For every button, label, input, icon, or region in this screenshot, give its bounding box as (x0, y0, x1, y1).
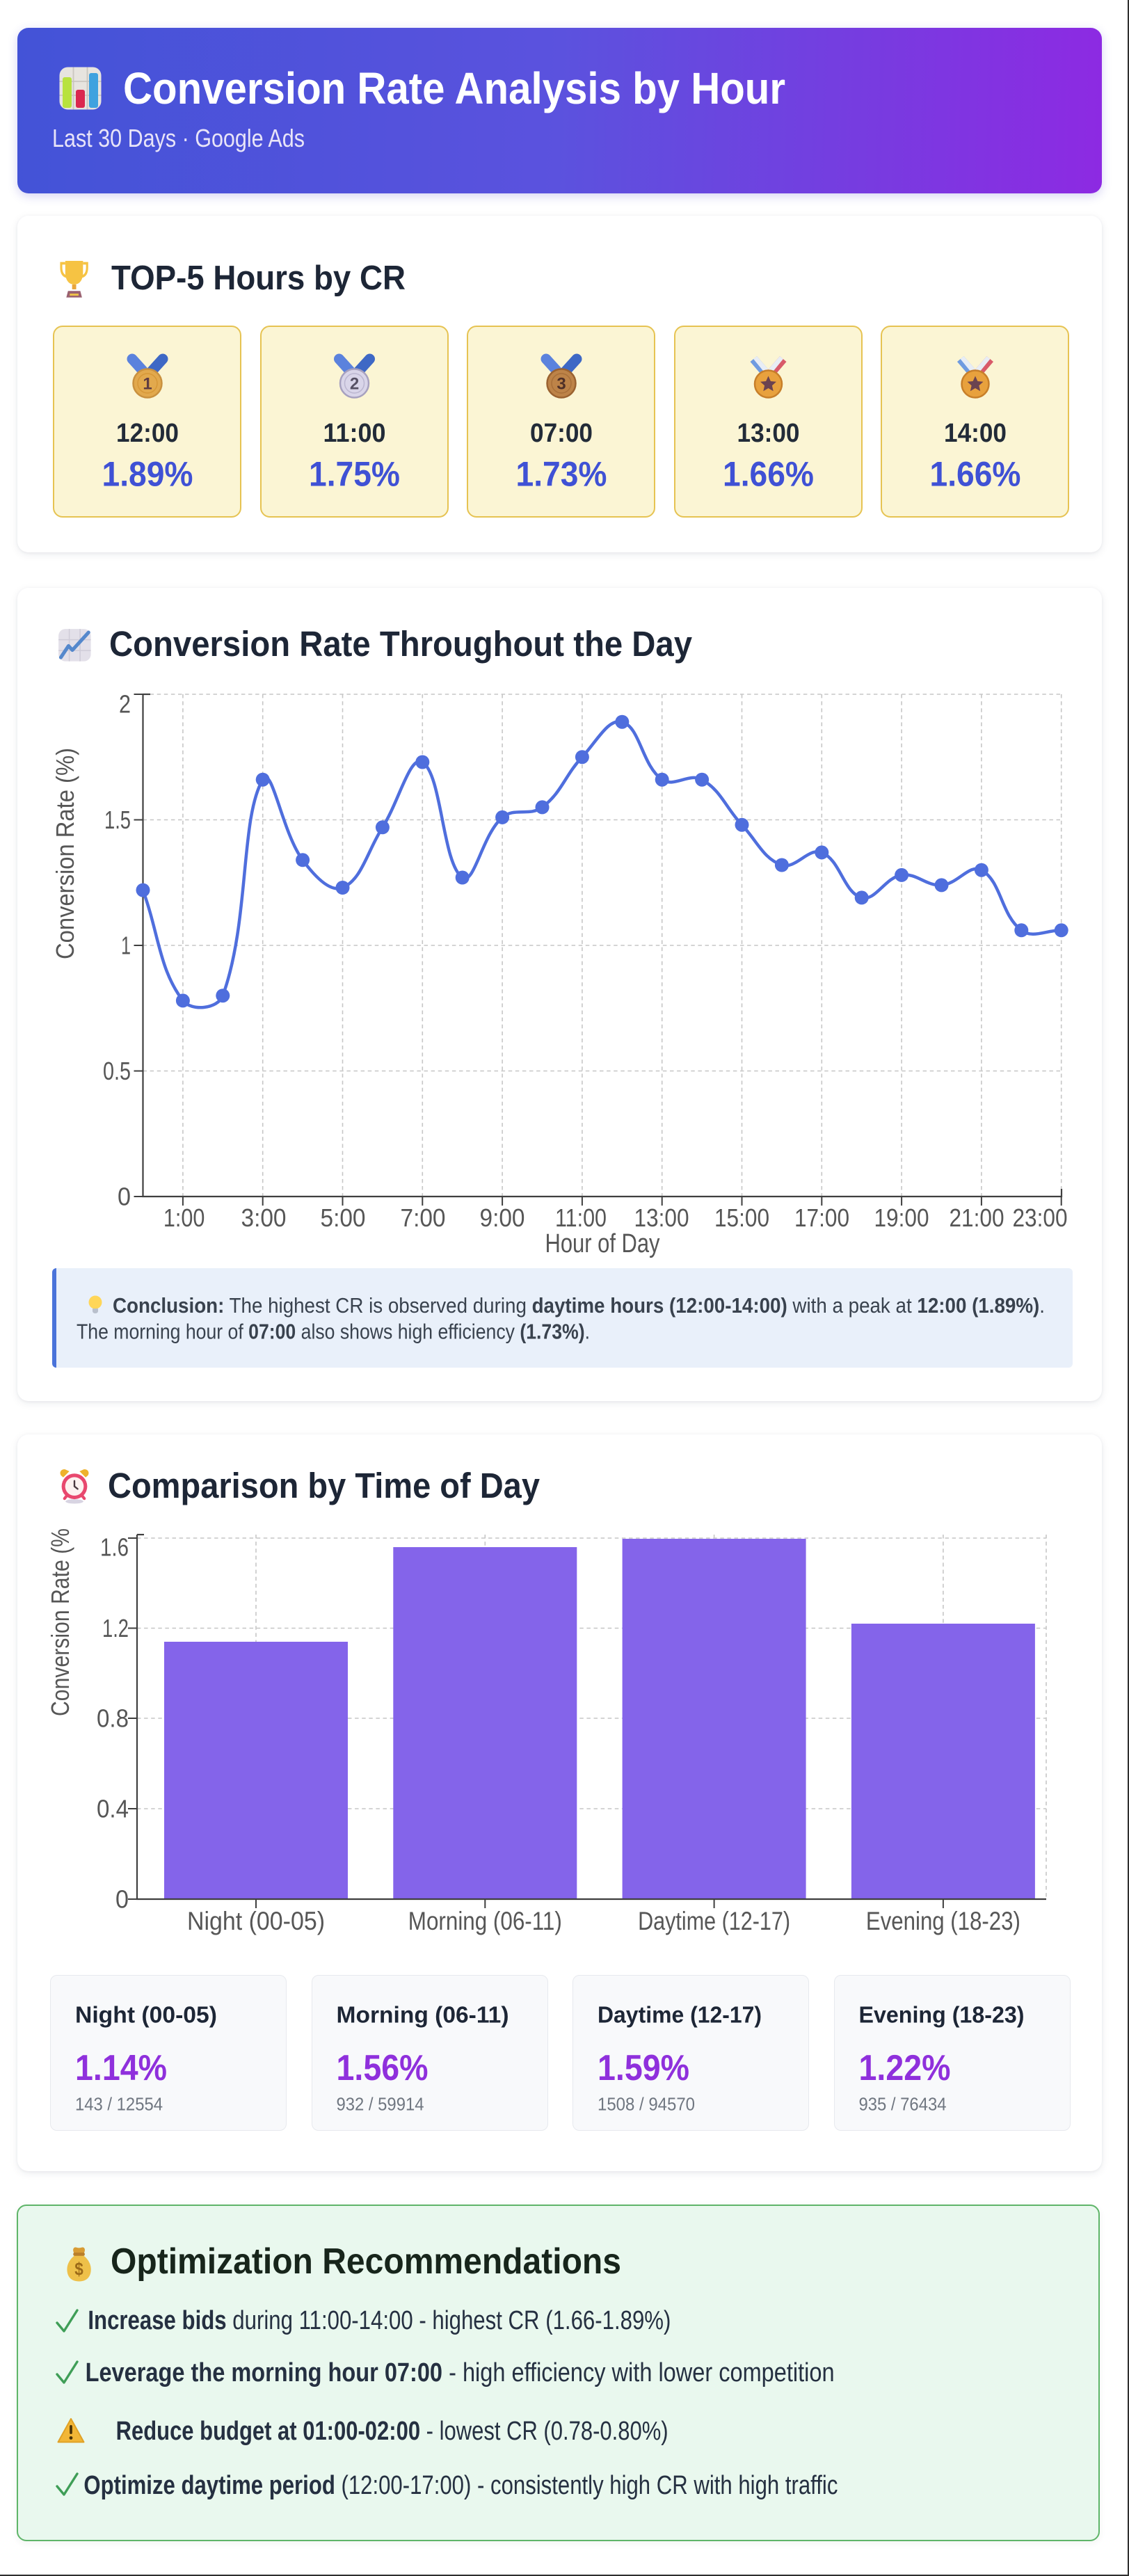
svg-text:1.75%: 1.75% (309, 455, 400, 494)
svg-text:1.56%: 1.56% (337, 2048, 429, 2088)
svg-text:11:00: 11:00 (555, 1203, 607, 1232)
svg-text:1.5: 1.5 (104, 806, 131, 834)
svg-text:1.89%: 1.89% (102, 455, 193, 494)
svg-text:Conversion Rate Throughout the: Conversion Rate Throughout the Day (109, 624, 693, 664)
svg-text:1.66%: 1.66% (930, 455, 1021, 494)
svg-text:1.6: 1.6 (100, 1533, 129, 1562)
svg-text:1.66%: 1.66% (723, 455, 814, 494)
svg-text:1508 / 94570: 1508 / 94570 (598, 2094, 695, 2115)
svg-text:Conversion Rate Analysis by Ho: Conversion Rate Analysis by Hour (123, 63, 785, 113)
svg-text:Increase bids during 11:00-14:: Increase bids during 11:00-14:00 - highe… (88, 2306, 671, 2335)
svg-text:3: 3 (557, 375, 566, 394)
svg-text:Comparison by Time of Day: Comparison by Time of Day (108, 1466, 541, 1505)
svg-text:23:00: 23:00 (1013, 1203, 1068, 1232)
svg-text:Daytime (12-17): Daytime (12-17) (638, 1907, 790, 1935)
svg-text:1.22%: 1.22% (859, 2048, 951, 2088)
svg-text:143 / 12554: 143 / 12554 (75, 2094, 163, 2115)
svg-text:Evening (18-23): Evening (18-23) (866, 1907, 1020, 1935)
svg-text:0: 0 (115, 1885, 129, 1913)
svg-text:0.5: 0.5 (103, 1057, 131, 1085)
svg-text:15:00: 15:00 (714, 1203, 769, 1232)
svg-text:14:00: 14:00 (944, 419, 1007, 448)
svg-text:1.14%: 1.14% (75, 2048, 167, 2088)
svg-text:1.73%: 1.73% (516, 455, 607, 494)
svg-text:Conversion Rate (%): Conversion Rate (%) (51, 748, 79, 959)
svg-text:Evening (18-23): Evening (18-23) (859, 2002, 1025, 2028)
svg-text:19:00: 19:00 (874, 1203, 929, 1232)
svg-text:0: 0 (118, 1182, 131, 1210)
svg-text:1.2: 1.2 (102, 1614, 129, 1642)
svg-text:Daytime (12-17): Daytime (12-17) (598, 2002, 762, 2028)
svg-text:5:00: 5:00 (321, 1203, 366, 1232)
svg-text:$: $ (74, 2259, 83, 2280)
svg-text:1: 1 (143, 375, 152, 394)
svg-text:Optimization Recommendations: Optimization Recommendations (111, 2241, 621, 2282)
svg-text:Morning (06-11): Morning (06-11) (408, 1907, 562, 1935)
svg-text:932 / 59914: 932 / 59914 (337, 2094, 424, 2115)
svg-text:2: 2 (119, 689, 131, 718)
svg-text:1.59%: 1.59% (598, 2048, 689, 2088)
svg-text:Optimize daytime period (12:00: Optimize daytime period (12:00-17:00) - … (83, 2471, 838, 2500)
svg-text:TOP-5 Hours by CR: TOP-5 Hours by CR (111, 259, 406, 297)
svg-text:The morning hour of 07:00 also: The morning hour of 07:00 also shows hig… (77, 1320, 590, 1344)
svg-text:11:00: 11:00 (323, 419, 386, 448)
svg-text:3:00: 3:00 (241, 1203, 287, 1232)
svg-text:Conversion Rate (%: Conversion Rate (% (46, 1528, 74, 1716)
svg-text:Conclusion: The highest CR is: Conclusion: The highest CR is observed d… (113, 1293, 1045, 1318)
svg-text:Reduce budget at 01:00-02:00 -: Reduce budget at 01:00-02:00 - lowest CR… (116, 2417, 668, 2446)
svg-text:2: 2 (350, 375, 359, 394)
svg-text:1:00: 1:00 (163, 1203, 205, 1232)
svg-text:07:00: 07:00 (530, 419, 593, 448)
svg-text:9:00: 9:00 (480, 1203, 525, 1232)
svg-text:Night (00-05): Night (00-05) (187, 1907, 325, 1935)
svg-text:13:00: 13:00 (737, 419, 800, 448)
svg-text:17:00: 17:00 (794, 1203, 849, 1232)
svg-text:Leverage the morning hour 07:0: Leverage the morning hour 07:00 - high e… (86, 2358, 835, 2387)
svg-text:0.4: 0.4 (97, 1794, 129, 1823)
svg-text:Morning (06-11): Morning (06-11) (337, 2002, 509, 2028)
svg-text:935 / 76434: 935 / 76434 (859, 2094, 947, 2115)
svg-text:Hour of Day: Hour of Day (545, 1229, 660, 1258)
svg-text:Last 30 Days · Google Ads: Last 30 Days · Google Ads (52, 124, 305, 152)
svg-text:1: 1 (121, 931, 131, 959)
svg-text:12:00: 12:00 (116, 419, 179, 448)
svg-text:Night (00-05): Night (00-05) (75, 2002, 217, 2028)
svg-text:0.8: 0.8 (97, 1704, 129, 1732)
svg-text:13:00: 13:00 (634, 1203, 689, 1232)
svg-text:7:00: 7:00 (401, 1203, 446, 1232)
svg-text:21:00: 21:00 (950, 1203, 1004, 1232)
